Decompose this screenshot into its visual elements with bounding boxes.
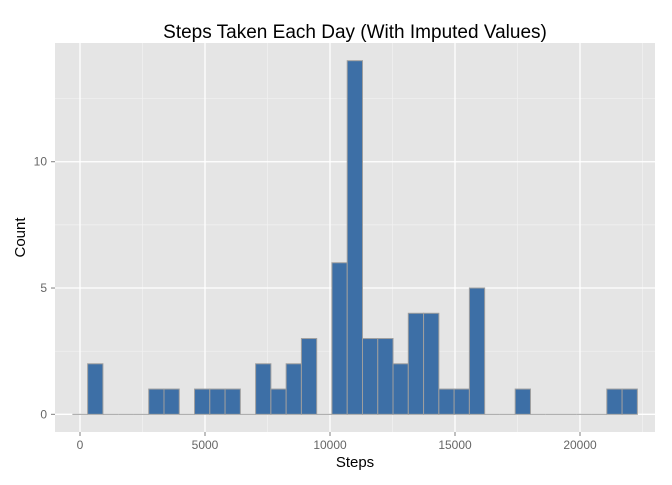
histogram-bar — [438, 388, 455, 415]
histogram-bar — [346, 60, 363, 415]
histogram-bar — [285, 363, 302, 415]
histogram-bar — [377, 338, 394, 415]
x-tick-label: 5000 — [192, 438, 219, 452]
x-tick-label: 15000 — [438, 438, 472, 452]
y-tick-label: 10 — [34, 155, 48, 169]
histogram-bar — [514, 388, 531, 415]
x-axis-ticks: 0 5000 10000 15000 20000 — [77, 432, 597, 452]
histogram-bars — [72, 60, 638, 415]
histogram-bar — [300, 338, 318, 415]
x-axis-label: Steps — [336, 454, 374, 471]
histogram-bar — [407, 312, 425, 415]
histogram-bar — [331, 262, 348, 415]
histogram-bar — [606, 388, 623, 415]
histogram-bar — [453, 388, 470, 415]
y-axis-ticks: 0 5 10 — [34, 155, 55, 421]
y-axis-label: Count — [12, 217, 29, 258]
histogram-bar — [255, 363, 272, 415]
histogram-bar — [468, 287, 486, 415]
y-tick-label: 0 — [40, 407, 47, 421]
histogram-bar — [270, 388, 287, 415]
x-tick-label: 10000 — [313, 438, 347, 452]
histogram-bar — [163, 388, 180, 415]
histogram-bar — [194, 388, 211, 415]
histogram-bar — [621, 388, 638, 415]
histogram-bar — [392, 363, 409, 415]
histogram-bar — [148, 388, 165, 415]
histogram-bar — [224, 388, 241, 415]
chart-title: Steps Taken Each Day (With Imputed Value… — [163, 22, 547, 43]
histogram-bar — [423, 312, 440, 415]
histogram-bar — [87, 363, 104, 415]
y-tick-label: 5 — [40, 281, 47, 295]
x-tick-label: 0 — [77, 438, 84, 452]
x-tick-label: 20000 — [563, 438, 597, 452]
histogram-bar — [209, 388, 226, 415]
histogram-bar — [361, 338, 379, 415]
